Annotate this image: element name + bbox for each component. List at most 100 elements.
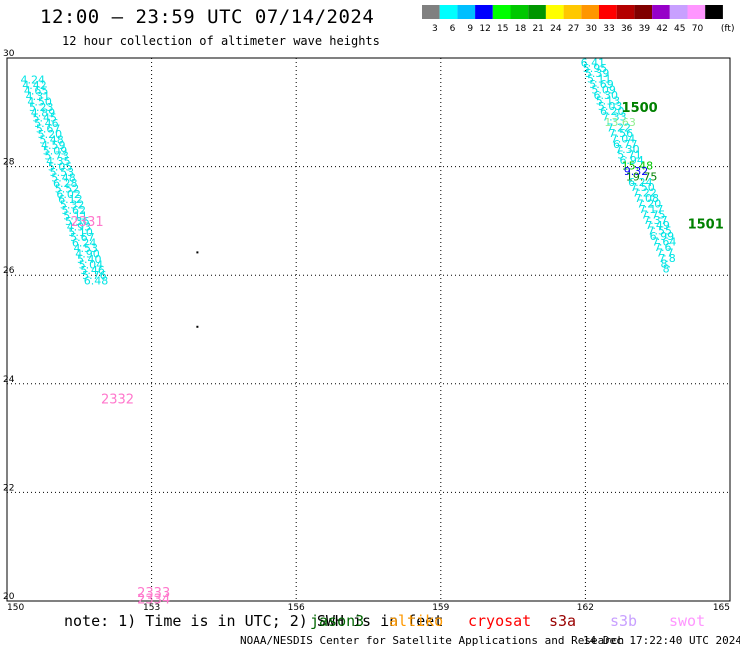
- legend-swatch: [563, 5, 582, 19]
- wave-height-value: 5.71: [617, 149, 642, 162]
- orbit-point: [196, 325, 199, 328]
- legend-label: 45: [674, 24, 685, 34]
- legend-label: 36: [621, 24, 633, 34]
- wave-height-value: 6.77: [613, 138, 638, 151]
- legend-swatch: [669, 5, 688, 19]
- wave-height-value: 7.49: [645, 219, 670, 232]
- wave-height-value: 5.48: [51, 171, 76, 184]
- wave-height-value: 4.31: [26, 90, 51, 103]
- credit-line: NOAA/NESDIS Center for Satellite Applica…: [240, 634, 625, 647]
- wave-height-value: 8: [663, 263, 670, 276]
- legend-label: 42: [656, 24, 667, 34]
- wave-height-value: 7.8: [658, 252, 676, 265]
- wave-height-value: 7.33: [602, 111, 627, 124]
- track-id-label: 2332: [101, 392, 134, 407]
- wave-height-value: 8.: [660, 257, 671, 270]
- color-legend: 3 6 9 12 15 18 21 24 27 30 33 36 39 42 45 70 (ft): [422, 5, 734, 34]
- track-id-label: 2333: [137, 586, 170, 601]
- wave-height-value: 4.24: [20, 74, 45, 87]
- wave-height-value: 6.20: [600, 105, 625, 118]
- wave-height-value: 4.59: [41, 139, 66, 152]
- x-tick-label: 159: [432, 603, 449, 613]
- wave-height-value: 7.64: [652, 236, 677, 249]
- legend-swatch: [528, 5, 546, 19]
- track-id-label: 1501: [688, 218, 724, 233]
- wave-height-value: 5.46: [34, 117, 59, 130]
- legend-label: 39: [639, 24, 651, 34]
- wave-height-value: 4.90: [75, 247, 100, 260]
- y-tick-label: 28: [3, 158, 15, 168]
- track-id-label: 2331: [71, 215, 104, 230]
- wave-height-value: 5.11: [587, 73, 612, 86]
- wave-height-value: 5.53: [50, 166, 75, 179]
- wave-height-value: 6.24: [628, 176, 653, 189]
- wave-height-value: 7.22: [632, 187, 657, 200]
- wave-height-value: 5.67: [36, 123, 61, 136]
- wave-height-value: 6.02: [56, 188, 81, 201]
- wave-height-value: 5.73: [44, 150, 69, 163]
- legend-swatch: [652, 5, 670, 19]
- wave-height-value: 5.03: [598, 100, 623, 113]
- wave-height-value: 5.67: [70, 231, 95, 244]
- axis-ticks: 150 153 156 159 162 165 30 28 26 24 22 20: [3, 49, 730, 613]
- satellite-label-altiko: altiko: [389, 612, 444, 630]
- wave-height-value: 5.05: [48, 161, 72, 174]
- wave-height-value: 9.32: [624, 165, 649, 178]
- wave-height-value: 5.52: [55, 182, 80, 195]
- page-title: 12:00 — 23:59 UTC 07/14/2024: [40, 6, 375, 28]
- legend-label: 9: [467, 24, 473, 34]
- wave-height-value: 5.40: [77, 253, 102, 266]
- wave-height-value: 5.10: [68, 226, 93, 239]
- legend-label: 18: [515, 24, 527, 34]
- wave-height-value: 5.13: [596, 94, 621, 107]
- wave-height-value: 7.22: [606, 122, 631, 135]
- legend-swatch: [439, 5, 458, 19]
- legend-label: 70: [692, 24, 704, 34]
- wave-height-value: 6.30: [594, 89, 619, 102]
- wave-height-value: 5.69: [589, 78, 614, 91]
- footer-note: note: 1) Time is in UTC; 2) SWH is in fe…: [64, 612, 444, 630]
- legend-label: 21: [532, 24, 543, 34]
- wave-height-value: 5.32: [60, 199, 85, 212]
- wave-height-value: 6.24: [72, 237, 97, 250]
- track-id-label: 2334: [137, 592, 170, 607]
- wave-height-value: 7.50: [630, 181, 655, 194]
- wave-height-value: 5.45: [32, 112, 57, 125]
- legend-label: 12: [479, 24, 490, 34]
- legend-label: 33: [603, 24, 614, 34]
- y-tick-label: 24: [3, 375, 15, 385]
- x-tick-label: 150: [7, 603, 24, 613]
- wave-height-value: 4.53: [74, 242, 99, 255]
- x-tick-label: 153: [143, 603, 160, 613]
- wave-height-value: 6.12: [58, 193, 82, 206]
- legend-swatch: [581, 5, 599, 19]
- wave-height-value: 7.75: [641, 208, 666, 221]
- wave-height-value: 5.36: [65, 215, 90, 228]
- wave-height-value: 5.46: [80, 264, 105, 277]
- wave-height-value: 5.09: [43, 144, 67, 157]
- wave-height-value: 5.48: [39, 133, 64, 146]
- legend-swatch: [545, 5, 564, 19]
- legend-swatch: [422, 5, 440, 19]
- satellite-label-cryosat: cryosat: [468, 612, 532, 630]
- x-tick-label: 156: [288, 603, 305, 613]
- wave-height-value: 6.48: [84, 275, 109, 288]
- legend-swatch: [457, 5, 476, 19]
- wave-height-value: 7.55: [648, 225, 673, 238]
- legend-swatch: [705, 5, 723, 19]
- legend-swatch: [616, 5, 635, 19]
- plot-frame: [6, 57, 731, 602]
- wave-height-value: 5.04: [79, 258, 104, 271]
- orbit-point: [196, 251, 199, 254]
- wave-height-value: 6.99: [650, 230, 675, 243]
- wave-height-value: 7.56: [609, 127, 634, 140]
- orbit-markers: [196, 251, 199, 328]
- wave-height-value: 7.04: [611, 132, 636, 145]
- wave-height-value: 5.39: [585, 67, 610, 80]
- track-id-label: 1500: [622, 101, 658, 116]
- wave-height-value: 4.93: [67, 220, 92, 233]
- wave-height-value: 19.75: [626, 170, 658, 183]
- satellite-label-swot: swot: [669, 612, 706, 630]
- wave-height-tracks: 4.244.424.654.314.505.234.895.455.465.67…: [20, 56, 676, 287]
